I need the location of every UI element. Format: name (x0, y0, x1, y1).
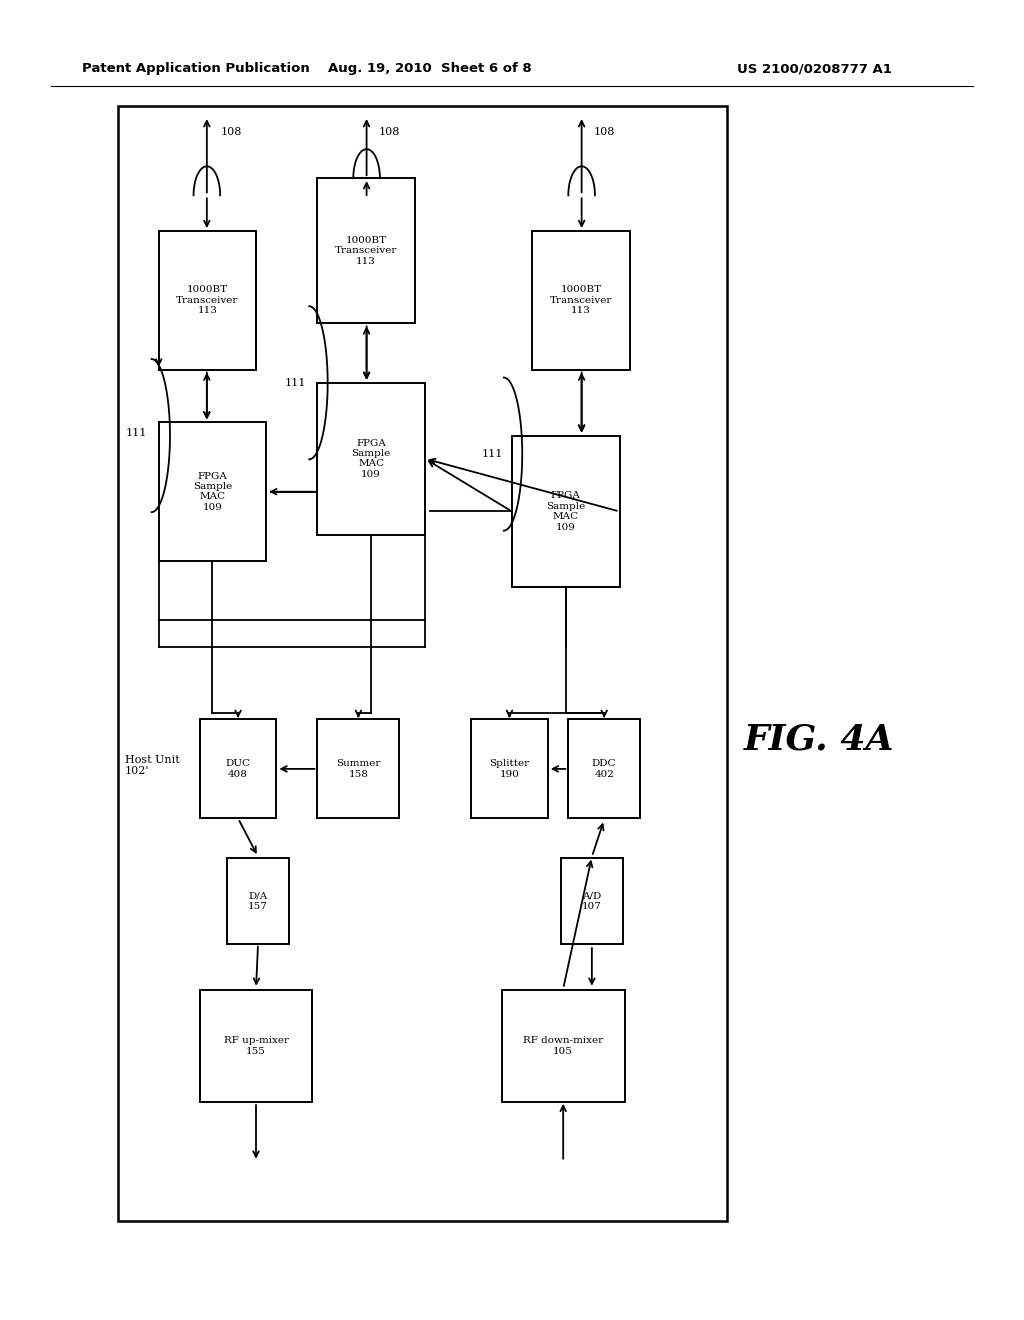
Text: US 2100/0208777 A1: US 2100/0208777 A1 (737, 62, 892, 75)
Bar (159, 231, 256, 370)
Text: Aug. 19, 2010  Sheet 6 of 8: Aug. 19, 2010 Sheet 6 of 8 (329, 62, 531, 75)
Text: 1000BT
Transceiver
113: 1000BT Transceiver 113 (550, 285, 612, 315)
Text: Host Unit
102': Host Unit 102' (125, 755, 179, 776)
Text: Splitter
190: Splitter 190 (489, 759, 529, 779)
Bar (118, 106, 727, 1221)
Bar (561, 858, 623, 944)
Bar (471, 719, 548, 818)
Bar (200, 719, 276, 818)
Bar (159, 422, 266, 561)
Text: DUC
408: DUC 408 (225, 759, 251, 779)
Text: 108: 108 (594, 127, 615, 137)
Text: 1000BT
Transceiver
113: 1000BT Transceiver 113 (176, 285, 239, 315)
Text: 108: 108 (220, 127, 242, 137)
Text: 108: 108 (379, 127, 400, 137)
Text: Summer
158: Summer 158 (336, 759, 381, 779)
Bar (568, 719, 640, 818)
Bar (317, 719, 399, 818)
Text: DDC
402: DDC 402 (592, 759, 616, 779)
Bar (317, 178, 415, 323)
Bar (227, 858, 289, 944)
Text: 111: 111 (285, 378, 306, 388)
Text: FPGA
Sample
MAC
109: FPGA Sample MAC 109 (351, 438, 391, 479)
Text: A/D
107: A/D 107 (582, 891, 602, 911)
Text: D/A
157: D/A 157 (248, 891, 268, 911)
Bar (317, 383, 425, 535)
Bar (512, 436, 620, 587)
Text: FPGA
Sample
MAC
109: FPGA Sample MAC 109 (546, 491, 586, 532)
Text: Patent Application Publication: Patent Application Publication (82, 62, 309, 75)
Text: RF down-mixer
105: RF down-mixer 105 (523, 1036, 603, 1056)
Bar (532, 231, 630, 370)
Text: 1000BT
Transceiver
113: 1000BT Transceiver 113 (335, 236, 397, 265)
Text: RF up-mixer
155: RF up-mixer 155 (223, 1036, 289, 1056)
Text: 111: 111 (481, 449, 503, 459)
Bar (200, 990, 312, 1102)
Text: 111: 111 (126, 428, 147, 438)
Bar (502, 990, 625, 1102)
Text: FIG. 4A: FIG. 4A (744, 722, 894, 756)
Text: FPGA
Sample
MAC
109: FPGA Sample MAC 109 (193, 471, 232, 512)
